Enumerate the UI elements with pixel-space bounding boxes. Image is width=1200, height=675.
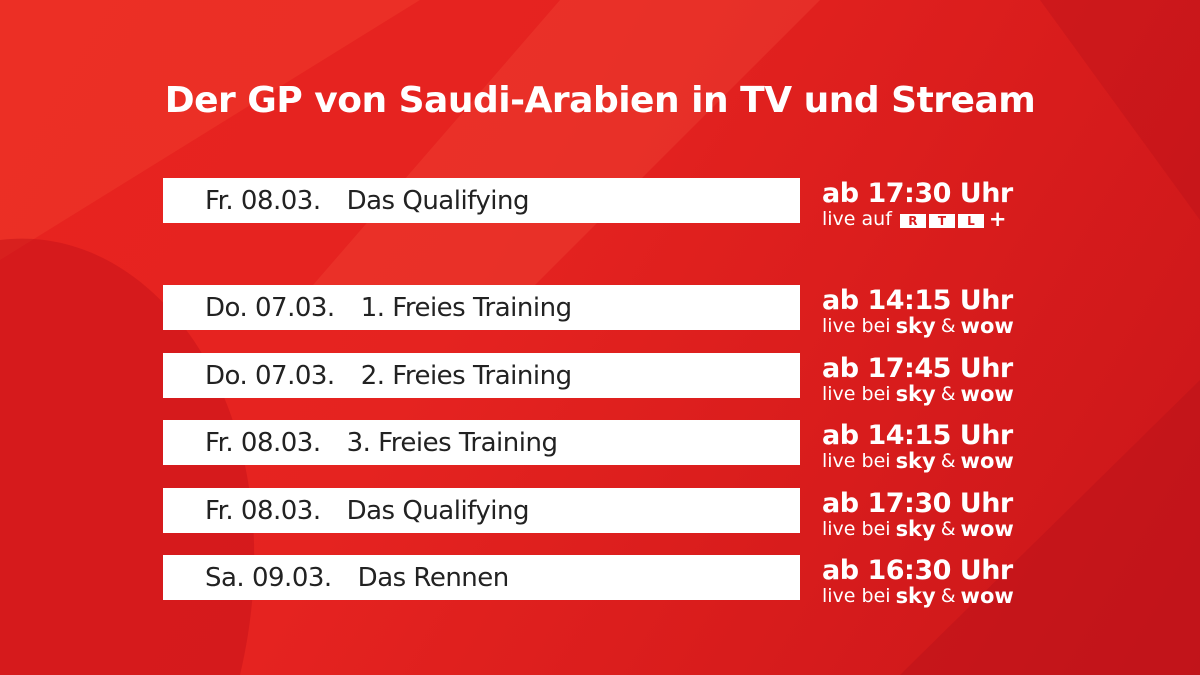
- broadcaster: sky: [895, 449, 936, 473]
- session-bar: Fr. 08.03. 3. Freies Training: [163, 420, 800, 465]
- live-label: live bei: [822, 585, 891, 607]
- broadcaster: sky: [895, 517, 936, 541]
- start-time: ab 17:30 Uhr: [822, 178, 1013, 209]
- session-date: Fr. 08.03.: [205, 185, 321, 216]
- live-label: live bei: [822, 450, 891, 472]
- broadcaster: &: [940, 315, 956, 337]
- session-event: Das Qualifying: [346, 495, 530, 526]
- rtl-letter: T: [928, 214, 955, 228]
- session-bar: Sa. 09.03. Das Rennen: [163, 555, 800, 600]
- session-event: 1. Freies Training: [360, 292, 572, 323]
- broadcaster: wow: [960, 449, 1014, 473]
- session-event: 3. Freies Training: [346, 427, 558, 458]
- session-date: Fr. 08.03.: [205, 495, 321, 526]
- start-time: ab 17:30 Uhr: [822, 488, 1013, 519]
- session-event: Das Qualifying: [346, 185, 530, 216]
- broadcaster: sky: [895, 382, 936, 406]
- session-date: Do. 07.03.: [205, 292, 335, 323]
- rtl-letter: L: [957, 214, 984, 228]
- live-label: live bei: [822, 518, 891, 540]
- session-date: Do. 07.03.: [205, 360, 335, 391]
- broadcast-info: ab 14:15 Uhr live bei sky & wow: [822, 285, 1014, 338]
- session-bar: Fr. 08.03. Das Qualifying: [163, 488, 800, 533]
- broadcaster: wow: [960, 584, 1014, 608]
- broadcaster: wow: [960, 517, 1014, 541]
- start-time: ab 14:15 Uhr: [822, 420, 1013, 451]
- broadcaster-line: live bei sky & wow: [822, 383, 1014, 405]
- broadcast-info: ab 16:30 Uhr live bei sky & wow: [822, 555, 1014, 608]
- broadcast-info: ab 17:30 Uhr live auf R T L +: [822, 178, 1013, 231]
- session-bar: Do. 07.03. 2. Freies Training: [163, 353, 800, 398]
- broadcaster: sky: [895, 584, 936, 608]
- rtl-plus: +: [988, 207, 1007, 231]
- broadcaster: &: [940, 450, 956, 472]
- session-event: 2. Freies Training: [360, 360, 572, 391]
- broadcast-info: ab 17:45 Uhr live bei sky & wow: [822, 353, 1014, 406]
- broadcaster-line: live bei sky & wow: [822, 518, 1014, 540]
- session-event: Das Rennen: [357, 562, 510, 593]
- broadcaster: &: [940, 585, 956, 607]
- broadcaster: sky: [895, 314, 936, 338]
- live-label: live bei: [822, 315, 891, 337]
- start-time: ab 16:30 Uhr: [822, 555, 1013, 586]
- broadcaster-line: live bei sky & wow: [822, 450, 1014, 472]
- rtl-letter: R: [899, 214, 926, 228]
- session-date: Sa. 09.03.: [205, 562, 332, 593]
- broadcast-info: ab 14:15 Uhr live bei sky & wow: [822, 420, 1014, 473]
- broadcaster: &: [940, 518, 956, 540]
- live-label: live bei: [822, 383, 891, 405]
- broadcaster: wow: [960, 382, 1014, 406]
- broadcaster-line: live bei sky & wow: [822, 315, 1014, 337]
- live-label: live auf: [822, 208, 892, 230]
- session-bar: Do. 07.03. 1. Freies Training: [163, 285, 800, 330]
- start-time: ab 17:45 Uhr: [822, 353, 1013, 384]
- session-date: Fr. 08.03.: [205, 427, 321, 458]
- broadcaster: wow: [960, 314, 1014, 338]
- broadcaster-line: live bei sky & wow: [822, 585, 1014, 607]
- start-time: ab 14:15 Uhr: [822, 285, 1013, 316]
- title: Der GP von Saudi-Arabien in TV und Strea…: [164, 80, 1036, 121]
- broadcaster-line: live auf R T L +: [822, 208, 1013, 230]
- broadcaster: &: [940, 383, 956, 405]
- broadcast-info: ab 17:30 Uhr live bei sky & wow: [822, 488, 1014, 541]
- session-bar: Fr. 08.03. Das Qualifying: [163, 178, 800, 223]
